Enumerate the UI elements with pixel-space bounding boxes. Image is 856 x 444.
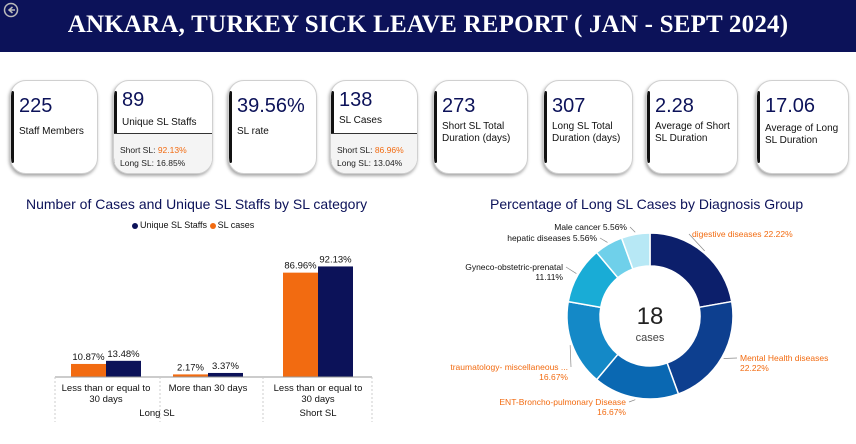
page-title: ANKARA, TURKEY SICK LEAVE REPORT ( JAN -… <box>67 11 789 38</box>
donut-chart: digestive diseases 22.22% Mental Health d… <box>450 222 828 417</box>
long-sl-line: Long SL: 13.04% <box>337 158 403 168</box>
donut-slice-male-cancer <box>620 232 651 270</box>
bar-data-label: 3.37% <box>212 361 239 372</box>
donut-leader-line <box>599 237 608 243</box>
bar-unique-sl-staffs <box>208 372 243 377</box>
kpi-card-average-long-sl-duration: 17.06 Average of Long SL Duration <box>756 80 849 174</box>
kpi-label: Long SL Total Duration (days) <box>552 121 621 144</box>
x-tick-label: More than 30 days <box>169 383 248 394</box>
donut-value-label: 16.67% <box>539 372 568 382</box>
donut-label: Male cancer 5.56% <box>554 222 627 232</box>
bar-chart-title: Number of Cases and Unique SL Staffs by … <box>26 196 368 212</box>
donut-label: Mental Health diseases <box>740 353 828 363</box>
donut-leader-line <box>629 226 636 233</box>
kpi-label: SL rate <box>237 126 269 137</box>
bar-data-label: 10.87% <box>72 352 105 363</box>
report-header: ANKARA, TURKEY SICK LEAVE REPORT ( JAN -… <box>0 0 856 52</box>
kpi-value: 39.56% <box>237 95 305 117</box>
kpi-card-unique-sl-staffs: 89 Unique SL Staffs Short SL: 92.13% Lon… <box>113 80 213 174</box>
bar-unique-sl-staffs <box>318 266 353 377</box>
kpi-card-staff-members: 225 Staff Members <box>10 80 98 174</box>
donut-label: ENT-Broncho-pulmonary Disease <box>499 397 626 407</box>
bar-chart: 10.87% 13.48% 2.17% 3.37% 86.96%92.13% Less t… <box>54 254 373 422</box>
kpi-value: 2.28 <box>655 95 694 117</box>
donut-leader-line <box>628 399 636 403</box>
kpi-value: 17.06 <box>765 95 816 117</box>
kpi-label: SL Cases <box>339 115 382 126</box>
donut-value-label: 22.22% <box>740 363 769 373</box>
kpi-breakdown: Short SL: 86.96% Long SL: 13.04% <box>331 133 417 173</box>
kpi-value: 138 <box>339 89 373 111</box>
bar-data-label: 92.13% <box>319 254 352 265</box>
donut-label: hepatic diseases 5.56% <box>507 233 597 243</box>
x-tick-label: Less than or equal to <box>274 383 363 394</box>
donut-leader-line <box>688 233 705 252</box>
kpi-label: Average of Short SL Duration <box>655 121 730 144</box>
bar-unique-sl-staffs <box>106 360 141 377</box>
bar-data-label: 86.96% <box>284 261 317 272</box>
kpi-label: Short SL Total Duration (days) <box>442 121 511 144</box>
donut-center-label: cases <box>636 332 665 344</box>
kpi-card-long-sl-total-duration: 307 Long SL Total Duration (days) <box>543 80 633 174</box>
short-sl-line: Short SL: 86.96% <box>337 145 404 155</box>
bar-chart-legend: Unique SL Staffs SL cases <box>132 220 254 230</box>
kpi-card-sl-rate: 39.56% SL rate <box>228 80 317 174</box>
kpi-value: 273 <box>442 95 476 117</box>
kpi-label: Average of Long SL Duration <box>765 123 839 146</box>
donut-center-value: 18 <box>637 303 664 330</box>
kpi-card-short-sl-total-duration: 273 Short SL Total Duration (days) <box>433 80 528 174</box>
donut-slice-digestive-diseases <box>649 232 733 309</box>
kpi-card-average-short-sl-duration: 2.28 Average of Short SL Duration <box>646 80 738 174</box>
bar-sl-cases <box>71 363 106 377</box>
donut-value-label: 11.11% <box>535 272 563 282</box>
donut-leader-line <box>569 345 572 368</box>
donut-label: traumatology- miscellaneous ... <box>450 362 568 372</box>
donut-chart-title: Percentage of Long SL Cases by Diagnosis… <box>490 196 804 212</box>
kpi-value: 89 <box>122 89 145 111</box>
bar-data-label: 13.48% <box>107 349 140 360</box>
legend-item-unique-sl-staffs: Unique SL Staffs <box>132 220 207 230</box>
kpi-card-sl-cases: 138 SL Cases Short SL: 86.96% Long SL: 1… <box>330 80 418 174</box>
kpi-label: Staff Members <box>19 126 84 137</box>
legend-item-sl-cases: SL cases <box>209 220 254 230</box>
donut-leader-line <box>565 266 577 274</box>
donut-label: digestive diseases 22.22% <box>692 229 793 239</box>
kpi-value: 307 <box>552 95 586 117</box>
x-tick-label: 30 days <box>89 394 123 405</box>
back-arrow-icon[interactable] <box>3 2 19 18</box>
donut-label: Gyneco-obstetric-prenatal <box>465 262 563 272</box>
long-sl-line: Long SL: 16.85% <box>120 158 186 168</box>
donut-slice-mental-health-diseases <box>666 300 734 395</box>
short-sl-line: Short SL: 92.13% <box>120 145 187 155</box>
x-group-label: Long SL <box>139 408 174 419</box>
donut-value-label: 16.67% <box>597 407 626 417</box>
bar-data-label: 2.17% <box>177 362 204 373</box>
kpi-breakdown: Short SL: 92.13% Long SL: 16.85% <box>114 133 212 173</box>
x-tick-label: Less than or equal to <box>62 383 151 394</box>
bar-sl-cases <box>283 272 318 377</box>
x-tick-label: 30 days <box>301 394 335 405</box>
kpi-label: Unique SL Staffs <box>122 117 197 128</box>
x-group-label: Short SL <box>300 408 337 419</box>
kpi-value: 225 <box>19 95 53 117</box>
bar-sl-cases <box>173 374 208 377</box>
